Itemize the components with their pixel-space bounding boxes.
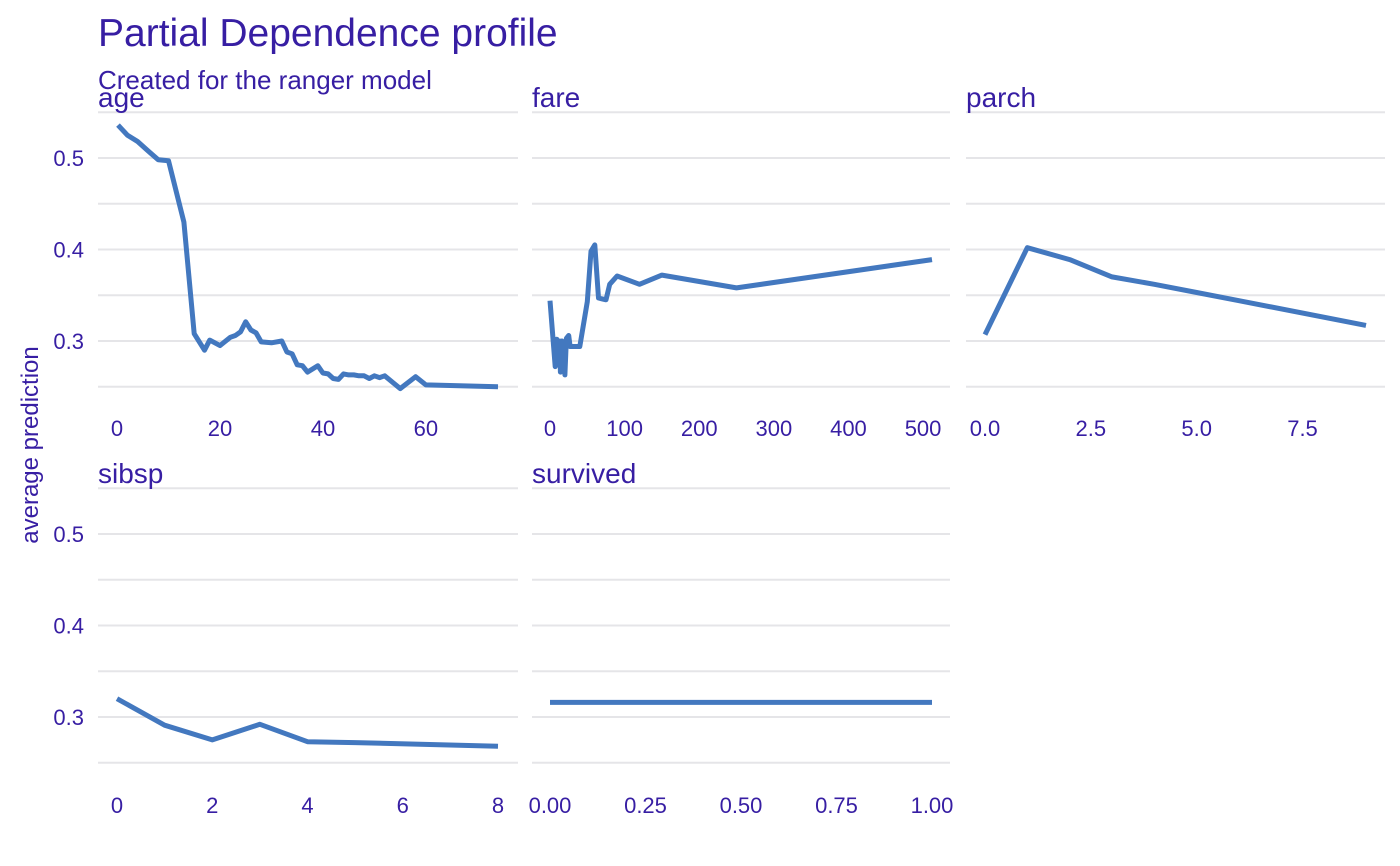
chart-title: Partial Dependence profile: [98, 12, 558, 55]
series-line-parch: [982, 245, 1367, 336]
x-tick-label: 300: [755, 416, 792, 441]
y-tick-label: 0.5: [53, 522, 84, 547]
panel-fare: fare 0 100 200 300 400 500: [532, 82, 950, 441]
x-tick-label: 400: [830, 416, 867, 441]
x-tick-label: 2: [206, 793, 218, 818]
x-tick-label: 1.00: [911, 793, 954, 818]
y-tick-label: 0.3: [53, 329, 84, 354]
panel-label-survived: survived: [532, 458, 636, 489]
x-tick-label: 0: [111, 416, 123, 441]
y-tick-label: 0.5: [53, 146, 84, 171]
x-tick-label: 60: [414, 416, 438, 441]
y-tick-label: 0.4: [53, 238, 84, 263]
series-line-sibsp: [115, 696, 499, 749]
x-tick-label: 40: [311, 416, 335, 441]
x-tick-label: 20: [208, 416, 232, 441]
panel-label-fare: fare: [532, 82, 580, 113]
x-tick-label: 0: [544, 416, 556, 441]
x-tick-label: 0.0: [970, 416, 1001, 441]
series-line-age: [116, 123, 499, 392]
x-tick-label: 2.5: [1076, 416, 1107, 441]
x-tick-label: 0.75: [815, 793, 858, 818]
x-tick-label: 4: [301, 793, 313, 818]
panel-label-sibsp: sibsp: [98, 458, 163, 489]
x-tick-label: 0.00: [529, 793, 572, 818]
panel-label-age: age: [98, 82, 145, 113]
x-tick-label: 8: [492, 793, 504, 818]
x-tick-label: 6: [397, 793, 409, 818]
panel-sibsp: sibsp 0.3 0.4 0.5 0 2 4 6 8: [53, 458, 518, 818]
x-tick-label: 200: [681, 416, 718, 441]
x-tick-label: 7.5: [1287, 416, 1318, 441]
x-tick-label: 0: [111, 793, 123, 818]
x-tick-label: 500: [905, 416, 942, 441]
series-line-fare: [547, 242, 933, 378]
panel-survived: survived 0.00 0.25 0.50 0.75 1.00: [529, 458, 954, 818]
y-tick-label: 0.3: [53, 705, 84, 730]
x-tick-label: 0.50: [720, 793, 763, 818]
x-tick-label: 0.25: [624, 793, 667, 818]
panel-label-parch: parch: [966, 82, 1036, 113]
chart-subtitle: Created for the ranger model: [98, 65, 432, 95]
panel-age: age 0.3 0.4 0.5 0 20 40 60: [53, 82, 518, 441]
x-tick-label: 100: [606, 416, 643, 441]
y-tick-label: 0.4: [53, 614, 84, 639]
x-tick-label: 5.0: [1181, 416, 1212, 441]
panel-parch: parch 0.0 2.5 5.0 7.5: [966, 82, 1385, 441]
